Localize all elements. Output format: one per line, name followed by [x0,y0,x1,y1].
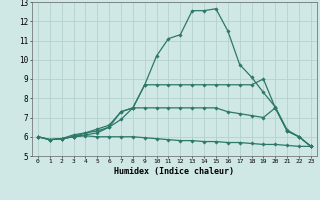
X-axis label: Humidex (Indice chaleur): Humidex (Indice chaleur) [115,167,234,176]
